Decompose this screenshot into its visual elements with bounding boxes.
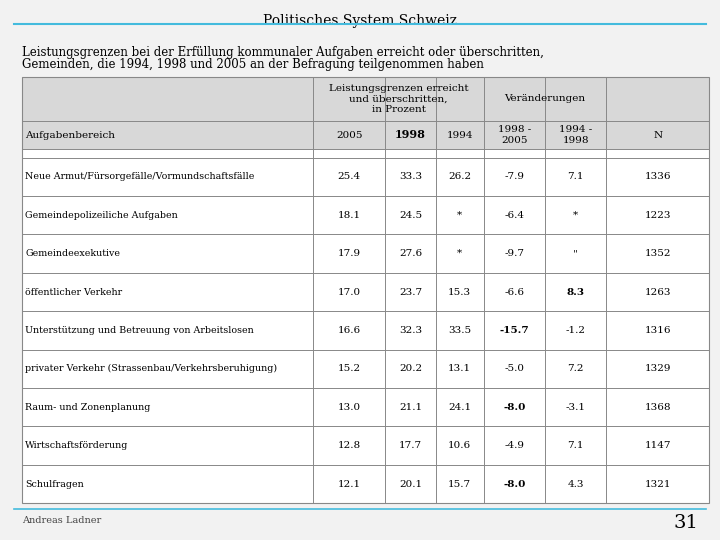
Text: 1263: 1263 xyxy=(644,288,671,296)
Text: -4.9: -4.9 xyxy=(505,441,524,450)
Text: 33.3: 33.3 xyxy=(399,172,422,181)
Text: 32.3: 32.3 xyxy=(399,326,422,335)
Text: 24.5: 24.5 xyxy=(399,211,422,220)
Text: 12.1: 12.1 xyxy=(338,480,361,489)
Text: 1321: 1321 xyxy=(644,480,671,489)
Text: 17.7: 17.7 xyxy=(399,441,422,450)
Text: 2005: 2005 xyxy=(336,131,362,139)
Text: Politisches System Schweiz: Politisches System Schweiz xyxy=(263,14,457,28)
Text: Gemeindepolizeiliche Aufgaben: Gemeindepolizeiliche Aufgaben xyxy=(25,211,178,220)
Bar xyxy=(22,121,709,149)
Text: Aufgabenbereich: Aufgabenbereich xyxy=(25,131,115,139)
Text: 20.1: 20.1 xyxy=(399,480,422,489)
Text: 24.1: 24.1 xyxy=(448,403,472,412)
Text: Leistungsgrenzen erreicht
und überschritten,
in Prozent: Leistungsgrenzen erreicht und überschrit… xyxy=(329,84,468,114)
Text: -9.7: -9.7 xyxy=(505,249,524,258)
Text: 25.4: 25.4 xyxy=(338,172,361,181)
Text: Wirtschaftsförderung: Wirtschaftsförderung xyxy=(25,441,129,450)
Text: 1329: 1329 xyxy=(644,364,671,373)
Text: 1994: 1994 xyxy=(446,131,473,139)
Text: Andreas Ladner: Andreas Ladner xyxy=(22,516,101,525)
Text: 4.3: 4.3 xyxy=(567,480,584,489)
Bar xyxy=(22,158,709,196)
Text: Neue Armut/Fürsorgefälle/Vormundschaftsfälle: Neue Armut/Fürsorgefälle/Vormundschaftsf… xyxy=(25,172,255,181)
Text: -3.1: -3.1 xyxy=(566,403,585,412)
Text: 7.2: 7.2 xyxy=(567,364,584,373)
Text: 27.6: 27.6 xyxy=(399,249,422,258)
Text: 16.6: 16.6 xyxy=(338,326,361,335)
Text: 13.1: 13.1 xyxy=(448,364,472,373)
Bar xyxy=(22,77,709,503)
Bar xyxy=(22,465,709,503)
Text: Schulfragen: Schulfragen xyxy=(25,480,84,489)
Text: -6.4: -6.4 xyxy=(505,211,524,220)
Text: *: * xyxy=(457,211,462,220)
Text: 33.5: 33.5 xyxy=(448,326,472,335)
Text: 1998: 1998 xyxy=(395,130,426,140)
Text: 1223: 1223 xyxy=(644,211,671,220)
Text: Unterstützung und Betreuung von Arbeitslosen: Unterstützung und Betreuung von Arbeitsl… xyxy=(25,326,254,335)
Text: 1147: 1147 xyxy=(644,441,671,450)
Text: privater Verkehr (Strassenbau/Verkehrsberuhigung): privater Verkehr (Strassenbau/Verkehrsbe… xyxy=(25,364,277,374)
Text: 1998 -
2005: 1998 - 2005 xyxy=(498,125,531,145)
Text: Raum- und Zonenplanung: Raum- und Zonenplanung xyxy=(25,403,150,412)
Bar xyxy=(22,77,709,121)
Bar xyxy=(22,388,709,427)
Text: 23.7: 23.7 xyxy=(399,288,422,296)
Text: 8.3: 8.3 xyxy=(567,288,585,296)
Text: 1368: 1368 xyxy=(644,403,671,412)
Text: 1316: 1316 xyxy=(644,326,671,335)
Text: -1.2: -1.2 xyxy=(566,326,585,335)
Text: Gemeinden, die 1994, 1998 und 2005 an der Befragung teilgenommen haben: Gemeinden, die 1994, 1998 und 2005 an de… xyxy=(22,58,483,71)
Text: 12.8: 12.8 xyxy=(338,441,361,450)
Bar xyxy=(22,273,709,311)
Text: Leistungsgrenzen bei der Erfüllung kommunaler Aufgaben erreicht oder überschritt: Leistungsgrenzen bei der Erfüllung kommu… xyxy=(22,46,544,59)
Text: 1336: 1336 xyxy=(644,172,671,181)
Bar xyxy=(22,149,709,158)
Text: 20.2: 20.2 xyxy=(399,364,422,373)
Text: 10.6: 10.6 xyxy=(448,441,472,450)
Text: 1352: 1352 xyxy=(644,249,671,258)
Text: -8.0: -8.0 xyxy=(503,480,526,489)
Text: 7.1: 7.1 xyxy=(567,441,584,450)
Bar xyxy=(22,427,709,465)
Text: -8.0: -8.0 xyxy=(503,403,526,412)
Text: öffentlicher Verkehr: öffentlicher Verkehr xyxy=(25,288,122,296)
Text: 18.1: 18.1 xyxy=(338,211,361,220)
Text: 13.0: 13.0 xyxy=(338,403,361,412)
Text: 17.0: 17.0 xyxy=(338,288,361,296)
Text: 21.1: 21.1 xyxy=(399,403,422,412)
Text: -7.9: -7.9 xyxy=(505,172,524,181)
Text: 1994 -
1998: 1994 - 1998 xyxy=(559,125,593,145)
Text: *: * xyxy=(457,249,462,258)
Text: N: N xyxy=(653,131,662,139)
Text: *: * xyxy=(573,211,578,220)
Bar xyxy=(22,234,709,273)
Text: 15.7: 15.7 xyxy=(448,480,472,489)
Text: 17.9: 17.9 xyxy=(338,249,361,258)
Bar xyxy=(22,350,709,388)
Text: -6.6: -6.6 xyxy=(505,288,524,296)
Text: -5.0: -5.0 xyxy=(505,364,524,373)
Text: 31: 31 xyxy=(673,514,698,532)
Text: 7.1: 7.1 xyxy=(567,172,584,181)
Text: -15.7: -15.7 xyxy=(500,326,529,335)
Text: 26.2: 26.2 xyxy=(448,172,472,181)
Text: Gemeindeexekutive: Gemeindeexekutive xyxy=(25,249,120,258)
Text: 15.2: 15.2 xyxy=(338,364,361,373)
Bar xyxy=(22,196,709,234)
Text: ": " xyxy=(573,249,578,258)
Text: 15.3: 15.3 xyxy=(448,288,472,296)
Text: Veränderungen: Veränderungen xyxy=(505,94,585,103)
Bar xyxy=(22,311,709,350)
